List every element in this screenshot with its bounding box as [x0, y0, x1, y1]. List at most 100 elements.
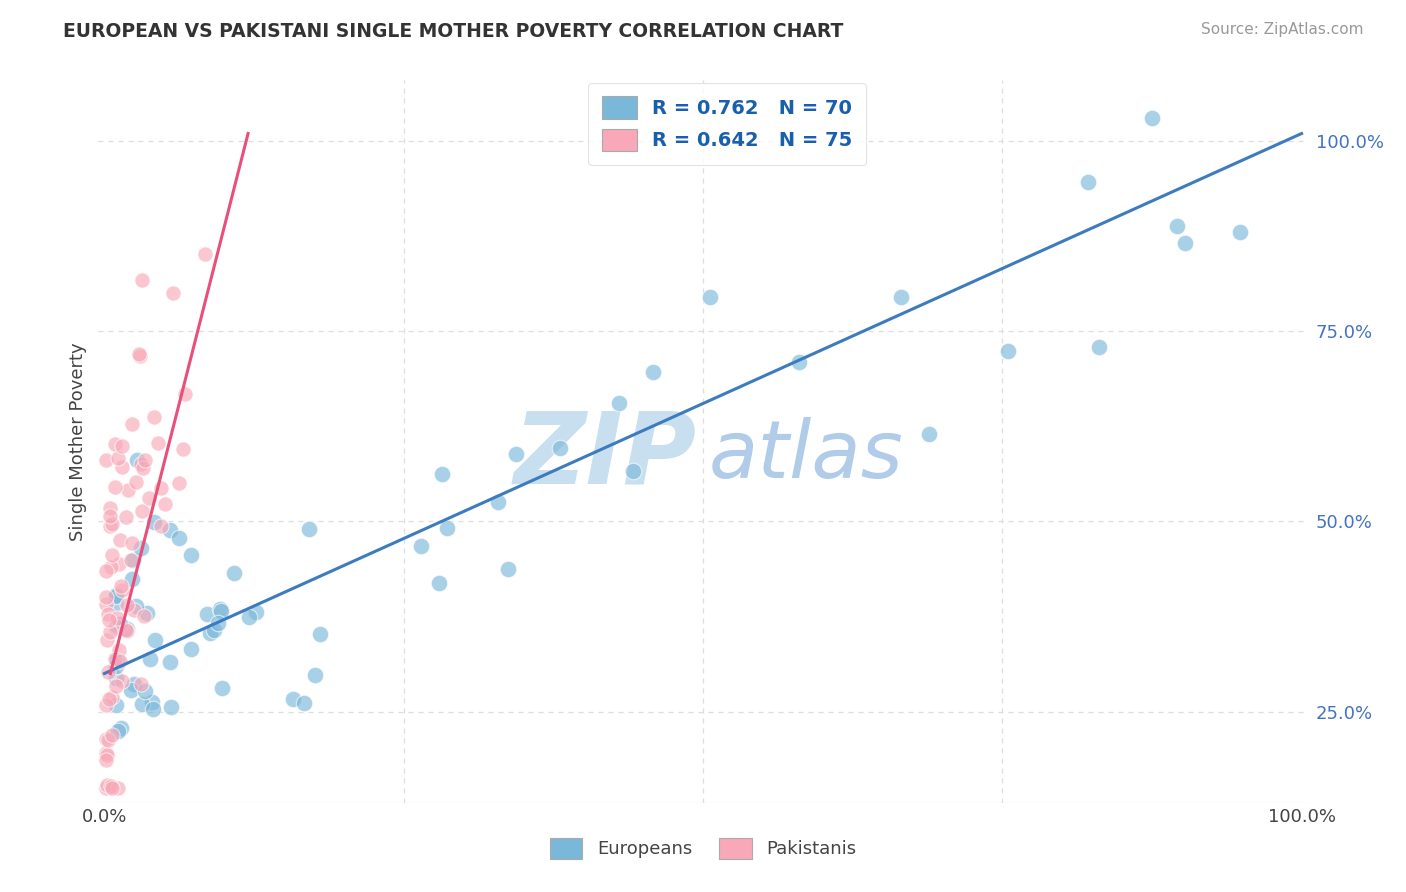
Point [97, 665, 120, 679]
Point [94, 453, 117, 467]
Point [498, 562, 520, 576]
Point [180, 641, 202, 656]
Point [105, 620, 128, 634]
Point [430, 467, 453, 482]
Point [98, 500, 121, 515]
Point [104, 652, 127, 666]
Point [150, 481, 173, 495]
Point [427, 576, 450, 591]
Point [131, 272, 153, 286]
Legend: Europeans, Pakistanis: Europeans, Pakistanis [543, 830, 863, 866]
Point [107, 450, 129, 465]
Point [139, 652, 162, 666]
Point [281, 691, 304, 706]
Point [105, 610, 128, 624]
Point [134, 683, 156, 698]
Point [142, 409, 165, 424]
Point [128, 347, 150, 361]
Point [209, 604, 232, 618]
Point [105, 589, 128, 603]
Point [100, 780, 122, 794]
Point [211, 681, 233, 696]
Point [174, 386, 197, 401]
Point [141, 695, 163, 709]
Point [202, 623, 225, 637]
Point [1077, 175, 1099, 189]
Point [108, 616, 131, 631]
Point [101, 728, 124, 742]
Point [153, 497, 176, 511]
Text: atlas: atlas [709, 417, 904, 495]
Point [105, 653, 128, 667]
Point [1166, 219, 1188, 233]
Point [890, 290, 912, 304]
Point [94, 698, 117, 712]
Point [107, 724, 129, 739]
Point [121, 536, 143, 550]
Point [115, 599, 138, 613]
Point [122, 677, 145, 691]
Point [110, 579, 132, 593]
Point [111, 460, 134, 475]
Point [104, 679, 127, 693]
Point [100, 559, 122, 574]
Point [111, 582, 134, 597]
Point [96, 748, 118, 763]
Point [787, 355, 810, 369]
Point [125, 599, 148, 613]
Point [136, 607, 159, 621]
Point [96, 778, 118, 792]
Point [101, 516, 124, 531]
Point [105, 596, 128, 610]
Point [98, 692, 121, 706]
Point [245, 605, 267, 619]
Point [97, 733, 120, 747]
Point [125, 475, 148, 490]
Point [120, 682, 142, 697]
Point [94, 732, 117, 747]
Point [1088, 340, 1111, 354]
Text: Source: ZipAtlas.com: Source: ZipAtlas.com [1201, 22, 1364, 37]
Point [110, 438, 132, 452]
Point [172, 442, 194, 456]
Point [142, 515, 165, 529]
Point [548, 442, 571, 456]
Point [143, 632, 166, 647]
Point [309, 627, 332, 641]
Y-axis label: Single Mother Poverty: Single Mother Poverty [69, 343, 87, 541]
Point [108, 643, 131, 657]
Point [304, 667, 326, 681]
Point [98, 613, 121, 627]
Point [104, 480, 127, 494]
Point [997, 343, 1019, 358]
Point [122, 552, 145, 566]
Point [129, 677, 152, 691]
Text: ZIP: ZIP [515, 408, 697, 505]
Point [607, 396, 630, 410]
Point [167, 476, 190, 491]
Point [107, 780, 129, 795]
Point [105, 659, 128, 673]
Point [208, 602, 231, 616]
Point [108, 557, 131, 571]
Point [121, 417, 143, 431]
Point [180, 549, 202, 563]
Point [138, 491, 160, 505]
Point [132, 609, 155, 624]
Point [104, 619, 127, 633]
Point [150, 519, 173, 533]
Text: EUROPEAN VS PAKISTANI SINGLE MOTHER POVERTY CORRELATION CHART: EUROPEAN VS PAKISTANI SINGLE MOTHER POVE… [63, 22, 844, 41]
Point [194, 247, 217, 261]
Point [129, 349, 152, 363]
Point [129, 457, 152, 471]
Point [132, 461, 155, 475]
Point [115, 623, 138, 637]
Point [94, 564, 117, 578]
Point [195, 607, 218, 622]
Point [131, 504, 153, 518]
Point [129, 541, 152, 556]
Point [110, 654, 132, 668]
Point [142, 701, 165, 715]
Point [292, 696, 315, 710]
Point [224, 566, 246, 580]
